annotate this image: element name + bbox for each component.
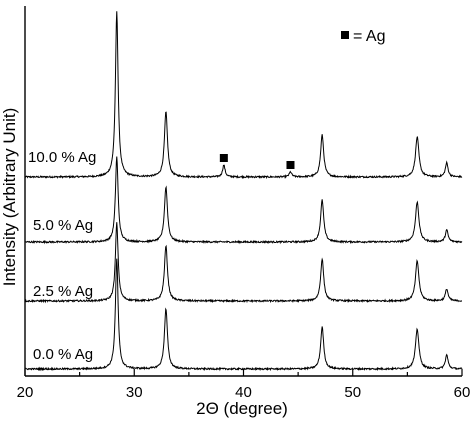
legend-text: = Ag: [353, 28, 385, 45]
axes-layer: 20 30 40 50 60: [17, 6, 471, 401]
series-line-0: [24, 11, 463, 180]
x-tick-label: 40: [235, 384, 252, 401]
legend-ag-marker: [341, 31, 349, 39]
series-layer: [24, 11, 463, 372]
series-label-0: 10.0 % Ag: [28, 149, 96, 166]
labels-layer: 10.0 % Ag 5.0 % Ag 2.5 % Ag 0.0 % Ag: [28, 149, 295, 363]
series-line-2: [24, 222, 463, 304]
ag-peak-marker-0: [219, 154, 228, 162]
series-label-2: 2.5 % Ag: [33, 283, 93, 300]
series-label-1: 5.0 % Ag: [33, 217, 93, 234]
x-axis-title: 2Θ (degree): [196, 399, 288, 418]
x-tick-label: 20: [17, 384, 34, 401]
x-tick-label: 60: [454, 384, 471, 401]
x-tick-label: 50: [344, 384, 361, 401]
ag-peak-marker-1: [286, 161, 295, 169]
y-axis-title: Intensity (Arbitrary Unit): [0, 108, 19, 287]
series-line-1: [24, 156, 463, 245]
series-label-3: 0.0 % Ag: [33, 346, 93, 363]
legend: = Ag: [341, 28, 385, 45]
x-tick-label: 30: [126, 384, 143, 401]
